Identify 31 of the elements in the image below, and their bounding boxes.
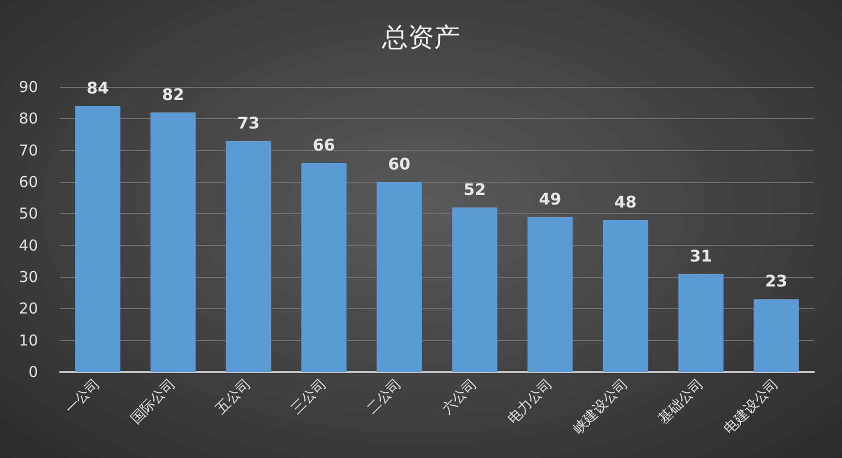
data-label: 23 [765, 272, 788, 291]
y-tick-label: 0 [28, 363, 38, 381]
data-label: 52 [464, 180, 486, 199]
x-tick-label: 电建设公司 [721, 376, 782, 438]
data-label: 60 [388, 154, 410, 174]
x-tick-label: 一公司 [62, 376, 104, 418]
chart-title: 总资产 [381, 23, 460, 53]
y-tick-label: 70 [18, 141, 38, 160]
x-tick-label: 国际公司 [128, 376, 179, 428]
y-tick-label: 80 [18, 110, 38, 128]
y-tick-label: 60 [18, 173, 38, 191]
x-tick-label: 五公司 [213, 376, 254, 418]
y-tick-label: 10 [18, 331, 38, 350]
data-label: 48 [614, 192, 637, 212]
data-label: 84 [86, 78, 109, 98]
data-label: 49 [538, 189, 562, 208]
y-tick-label: 50 [18, 204, 38, 223]
data-label: 31 [690, 246, 712, 266]
y-tick-label: 30 [18, 268, 38, 286]
x-tick-label: 基础公司 [656, 376, 707, 428]
x-tick-label: 六公司 [439, 376, 480, 418]
data-label: 73 [237, 113, 260, 132]
x-tick-label: 峡建设公司 [570, 376, 632, 438]
y-tick-label: 40 [18, 236, 38, 254]
x-tick-label: 二公司 [364, 376, 405, 418]
y-tick-label: 90 [18, 78, 38, 96]
data-label: 66 [312, 136, 336, 154]
x-tick-label: 三公司 [288, 376, 330, 418]
x-tick-label: 电力公司 [504, 376, 556, 428]
y-tick-label: 20 [18, 300, 38, 318]
data-label: 82 [162, 84, 184, 104]
